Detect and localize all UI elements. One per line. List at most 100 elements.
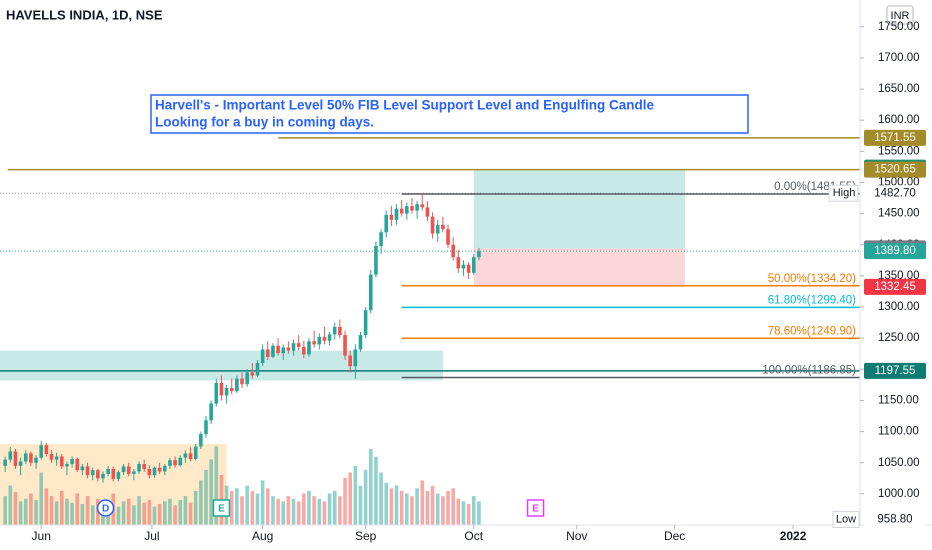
candle-body [250,372,255,376]
candle-body [281,347,286,354]
high-tag: High [833,187,856,199]
price-label-box [864,161,926,178]
price-label: 1571.55 [874,132,916,144]
y-tick-label: 1100.00 [878,426,919,438]
volume-bar [59,490,64,525]
candle-body [374,245,378,275]
x-tick-label: Aug [252,529,273,543]
candle-body [219,383,224,396]
volume-bar [389,488,394,525]
candle-body [126,466,131,474]
candle-body [240,378,244,385]
volume-bar [260,480,265,525]
candle-body [178,457,183,466]
candle-body [13,451,18,466]
volume-bar [265,488,270,525]
candle-body [296,343,301,347]
y-tick-label: 1250.00 [878,332,920,344]
low-tag-box [832,511,860,529]
candle-body [65,463,69,467]
volume-bar [85,496,90,525]
candle-body [54,456,59,460]
x-tick-label: Jun [32,529,51,543]
candle-body [379,232,383,246]
volume-bar [44,488,49,525]
volume-bar [8,485,13,525]
price-label-box [864,243,926,260]
candle-body [399,208,404,214]
event-marker [212,499,231,517]
volume-bar [363,469,368,525]
candle-body [322,336,327,341]
volume-bar [116,506,121,525]
candle-body [168,460,172,466]
volume-bar [312,496,316,525]
volume-bar [307,490,311,525]
price-label-box [864,129,926,146]
y-tick-label: 1150.00 [878,394,919,406]
price-label-box [864,278,926,295]
volume-bar [75,493,80,525]
volume-bar [173,505,177,525]
volume-bar [410,496,414,525]
volume-bar [322,501,327,525]
volume-bar [353,465,358,525]
candle-body [204,420,208,435]
candle-body [363,310,368,336]
volume-bar [271,496,275,525]
candle-body [183,453,188,458]
candle-body [18,461,23,466]
candle-body [214,383,219,404]
volume-bar [183,496,188,525]
price-label-box [864,185,926,202]
volume-bar [80,504,85,525]
candle-body [8,451,13,460]
volume-bar [394,485,399,525]
candle-body [121,466,126,473]
volume-bar [137,496,141,525]
volume-bar [368,448,373,525]
volume-bar [471,496,476,525]
candle-body [466,264,471,273]
currency-box [886,5,914,25]
candle-body [446,229,450,245]
volume-bar [379,472,383,525]
candle-body [384,214,389,233]
candle-body [327,334,332,341]
volume-bar [65,498,69,525]
candle-body [425,207,430,217]
volume-bar [235,488,239,525]
candle-body [101,473,105,479]
candle-body [461,264,466,269]
high-tag-box [828,184,859,202]
volume-bar [302,493,306,525]
volume-bar [317,498,322,525]
candle-body [188,453,193,459]
volume-bar [90,505,95,525]
volume-bar [405,493,409,525]
candle-body [245,372,249,385]
price-label: 958.80 [877,514,912,526]
volume-bar [188,502,193,525]
y-tick-label: 1000.00 [878,488,920,500]
candle-body [317,336,322,345]
candle-body [111,468,116,479]
volume-bar [477,501,481,525]
price-label: 1197.55 [875,365,916,377]
zone [473,248,685,287]
candle-body [132,471,136,474]
volume-bar [168,498,172,525]
candle-body [302,346,306,355]
candle-body [394,208,399,220]
y-tick-label: 1300.00 [878,301,920,313]
x-tick-label: Oct [464,529,483,543]
candle-body [44,445,49,455]
y-tick-label: 1650.00 [878,83,920,95]
candle-body [332,326,337,335]
candle-body [368,274,373,311]
volume-bar [18,501,23,525]
volume-bar [193,490,198,525]
price-label: 1520.65 [874,164,916,176]
candle-body [456,257,461,269]
